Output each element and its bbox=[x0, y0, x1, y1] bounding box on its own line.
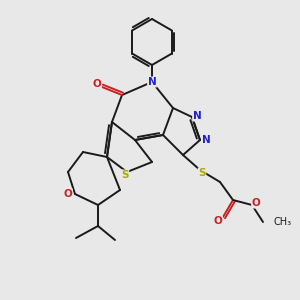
Text: O: O bbox=[64, 189, 72, 199]
Text: N: N bbox=[148, 77, 156, 87]
Text: O: O bbox=[214, 216, 222, 226]
Text: S: S bbox=[198, 168, 206, 178]
Text: CH₃: CH₃ bbox=[273, 217, 291, 227]
Text: N: N bbox=[202, 135, 210, 145]
Text: S: S bbox=[121, 170, 129, 180]
Text: N: N bbox=[193, 111, 201, 121]
Text: O: O bbox=[252, 198, 260, 208]
Text: O: O bbox=[93, 79, 101, 89]
